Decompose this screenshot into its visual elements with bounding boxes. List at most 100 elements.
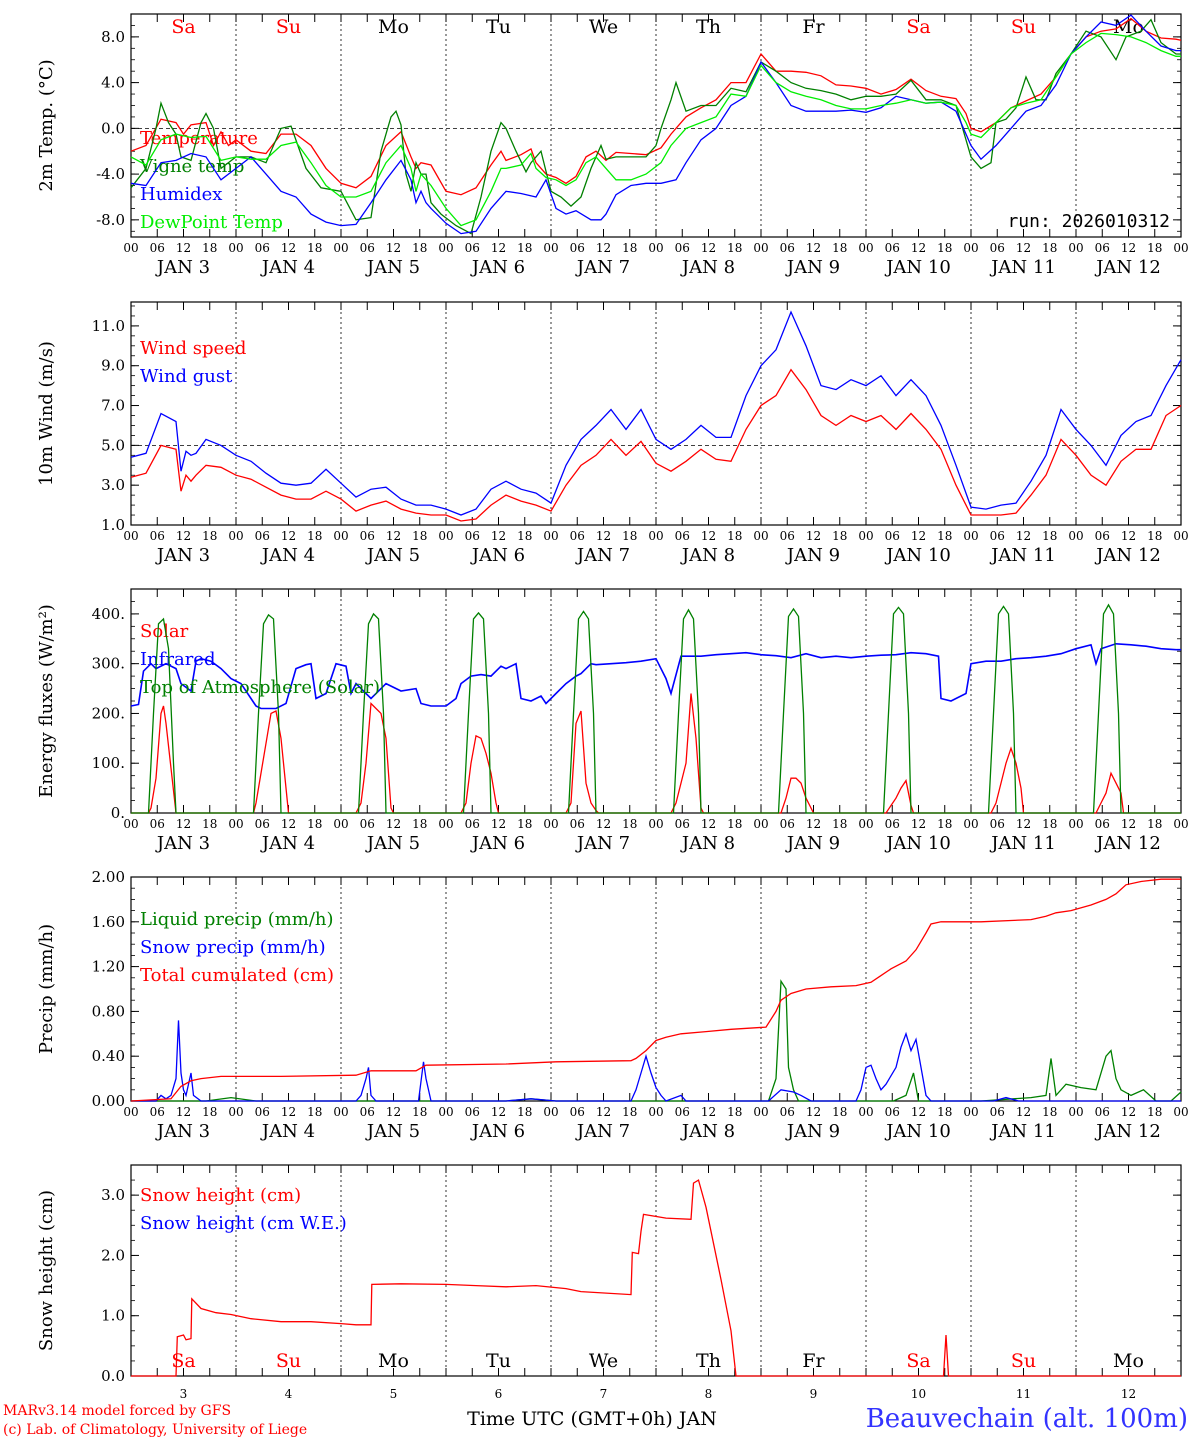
x-hour-label: 18 [1147, 817, 1162, 831]
weekday-label: Su [1011, 16, 1036, 38]
x-day-label: 3 [180, 1387, 188, 1401]
x-hour-label: 06 [255, 529, 270, 543]
x-hour-label: 06 [255, 1105, 270, 1119]
x-hour-label: 12 [596, 817, 611, 831]
series-line-dewpoint-temp [130, 32, 1181, 227]
x-hour-label: 06 [675, 1105, 690, 1119]
x-day-label: JAN 9 [785, 1121, 840, 1142]
x-day-label: 11 [1016, 1387, 1031, 1401]
x-day-label: JAN 5 [365, 545, 420, 566]
y-tick-label: 9.0 [101, 357, 125, 375]
y-tick-label: 7.0 [101, 397, 125, 415]
legend-entry: Infrared [140, 649, 215, 670]
x-hour-label: 00 [1068, 817, 1083, 831]
x-hour-label: 18 [1042, 817, 1057, 831]
x-hour-label: 18 [412, 1105, 427, 1119]
x-day-label: JAN 11 [989, 257, 1056, 278]
x-hour-label: 00 [858, 1105, 873, 1119]
x-hour-label: 00 [228, 1105, 243, 1119]
y-tick-label: 0.40 [92, 1047, 125, 1065]
x-hour-label: 00 [753, 1105, 768, 1119]
legend-entry: Top of Atmosphere (Solar) [140, 677, 380, 698]
y-axis-label: Snow height (cm) [36, 1190, 57, 1351]
x-hour-label: 00 [963, 1105, 978, 1119]
x-hour-label: 12 [806, 529, 821, 543]
x-hour-label: 06 [780, 241, 795, 255]
x-hour-label: 12 [386, 241, 401, 255]
legend-entry: Liquid precip (mm/h) [140, 909, 334, 930]
x-hour-label: 18 [307, 1105, 322, 1119]
x-hour-label: 18 [1042, 529, 1057, 543]
x-day-label: 12 [1121, 1387, 1136, 1401]
x-hour-label: 00 [753, 817, 768, 831]
x-hour-label: 18 [832, 529, 847, 543]
x-hour-label: 00 [648, 529, 663, 543]
x-day-label: JAN 3 [155, 833, 210, 854]
x-hour-label: 06 [675, 241, 690, 255]
x-hour-label: 00 [1068, 529, 1083, 543]
x-hour-label: 00 [543, 241, 558, 255]
x-day-label: JAN 7 [575, 1121, 630, 1142]
panel-flux: 0. 100. 200. 300. 400. Energy fluxes (W/m²) 00… [36, 588, 1189, 854]
x-hour-label: 06 [780, 529, 795, 543]
x-hour-label: 18 [937, 817, 952, 831]
panel-wind: 1.0 3.0 5.0 7.0 9.0 11.0 10m Wind (m/s) 00 06 12 1… [36, 301, 1189, 566]
x-hour-label: 06 [150, 817, 165, 831]
x-hour-label: 00 [333, 1105, 348, 1119]
x-hour-label: 18 [412, 529, 427, 543]
y-tick-label: 0.0 [101, 1367, 125, 1385]
x-hour-label: 06 [780, 817, 795, 831]
x-hour-label: 12 [701, 241, 716, 255]
x-hour-label: 18 [1147, 1105, 1162, 1119]
series-line-top-of-atmosphere-solar- [131, 603, 1181, 814]
x-hour-label: 00 [333, 241, 348, 255]
x-hour-label: 00 [123, 817, 138, 831]
x-hour-label: 18 [202, 241, 217, 255]
y-tick-label: 1.20 [92, 958, 125, 976]
x-hour-label: 00 [648, 1105, 663, 1119]
x-hour-label: 18 [727, 529, 742, 543]
legend-entry: Solar [140, 621, 189, 642]
x-hour-label: 12 [176, 241, 191, 255]
y-tick-label: 300. [92, 655, 125, 673]
x-day-label: JAN 6 [470, 545, 525, 566]
x-hour-label: 06 [570, 1105, 585, 1119]
run-label: run: 2026010312 [1007, 211, 1170, 232]
y-tick-label: 11.0 [92, 317, 125, 335]
x-hour-label: 18 [307, 817, 322, 831]
x-hour-label: 12 [1121, 529, 1136, 543]
x-hour-label: 12 [1016, 241, 1031, 255]
x-day-label: JAN 7 [575, 545, 630, 566]
x-hour-label: 06 [150, 529, 165, 543]
weekday-label: Sa [906, 16, 930, 38]
x-hour-label: 12 [806, 241, 821, 255]
x-hour-label: 18 [517, 1105, 532, 1119]
x-hour-label: 06 [465, 817, 480, 831]
x-day-label: JAN 3 [155, 1121, 210, 1142]
x-hour-label: 00 [228, 529, 243, 543]
y-tick-label: 4.0 [101, 74, 125, 92]
x-hour-label: 06 [150, 1105, 165, 1119]
x-day-label: 7 [600, 1387, 608, 1401]
x-hour-label: 18 [1147, 529, 1162, 543]
x-hour-label: 00 [1173, 241, 1188, 255]
x-day-label: JAN 8 [680, 833, 735, 854]
x-hour-label: 18 [202, 1105, 217, 1119]
x-day-label: JAN 6 [470, 1121, 525, 1142]
weekday-label: Su [1011, 1350, 1036, 1372]
x-hour-label: 00 [963, 529, 978, 543]
x-day-label: JAN 9 [785, 257, 840, 278]
series-line-wind-gust [130, 310, 1182, 516]
x-hour-label: 12 [1121, 241, 1136, 255]
x-hour-label: 06 [570, 241, 585, 255]
panel-snowh: 0.0 1.0 2.0 3.0 Snow height (cm) 3 4 5 6 7 8 9 10 11 1… [36, 1164, 1182, 1401]
x-hour-label: 06 [990, 241, 1005, 255]
panel-temp: -8.0 -4.0 0.0 4.0 8.0 2m Temp. (°C) 00 06 12 18 JA… [36, 13, 1189, 278]
series-line-total-cumulated-cm- [130, 878, 1181, 1102]
y-tick-label: 1.0 [101, 1307, 125, 1325]
x-hour-label: 00 [123, 241, 138, 255]
x-hour-label: 12 [386, 1105, 401, 1119]
weekday-label: Su [276, 16, 301, 38]
x-hour-label: 06 [1095, 817, 1110, 831]
